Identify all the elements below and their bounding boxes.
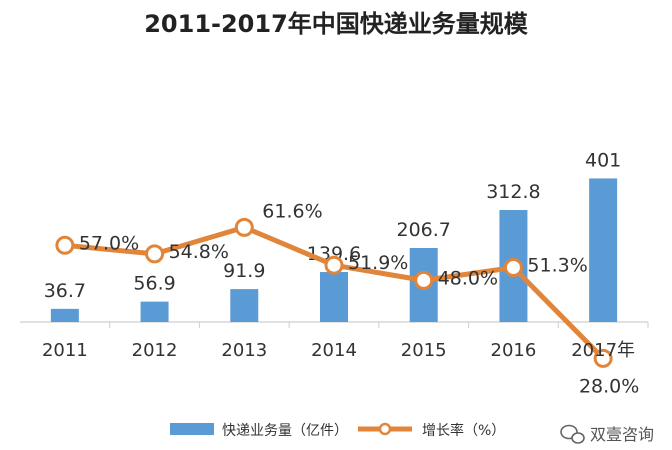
line-series <box>55 217 613 368</box>
x-tick-label: 2011 <box>42 340 88 361</box>
line-data-label: 51.9% <box>348 252 408 274</box>
x-tick-label: 2017年 <box>571 340 635 361</box>
legend-bar-label: 快递业务量（亿件） <box>222 423 348 439</box>
line-point <box>324 255 344 275</box>
line-point <box>414 270 434 290</box>
bar-data-label: 401 <box>585 149 621 171</box>
legend-line-label: 增长率（%） <box>422 422 505 439</box>
bar-data-label: 206.7 <box>397 219 451 241</box>
line-data-label: 48.0% <box>438 267 498 289</box>
x-tick-label: 2015 <box>401 340 447 361</box>
bar-data-label: 36.7 <box>44 280 86 302</box>
chart-title: 2011-2017年中国快递业务量规模 <box>144 10 529 38</box>
line-data-label: 61.6% <box>262 200 322 222</box>
bar <box>140 301 169 322</box>
line-point <box>593 348 613 368</box>
bar <box>320 272 348 322</box>
line-point <box>55 235 75 255</box>
x-tick-label: 2014 <box>311 340 357 361</box>
line-point <box>503 258 523 278</box>
x-tick-label: 2012 <box>132 340 178 361</box>
line-data-label: 28.0% <box>579 375 639 397</box>
x-axis-ticks: 2011 2012 2013 2014 2015 2016 2017年 <box>42 322 649 361</box>
line-point <box>145 244 165 264</box>
line-data-label: 51.3% <box>527 255 587 277</box>
wechat-icon <box>560 424 585 444</box>
legend-line-marker <box>378 422 392 436</box>
bar <box>50 308 79 322</box>
watermark: 双壹咨询 <box>560 424 654 444</box>
bar <box>589 178 618 322</box>
bar-data-label: 312.8 <box>486 181 540 203</box>
bar <box>230 289 259 322</box>
legend-bar-swatch <box>170 423 214 435</box>
bar-data-label: 91.9 <box>223 260 265 282</box>
bar-data-label: 56.9 <box>133 273 175 295</box>
line-point <box>234 217 254 237</box>
watermark-text: 双壹咨询 <box>590 425 654 444</box>
line-data-label: 57.0% <box>79 232 139 254</box>
x-tick-label: 2016 <box>491 340 537 361</box>
legend: 快递业务量（亿件） 增长率（%） <box>170 422 505 439</box>
line-data-labels: 57.0% 54.8% 61.6% 51.9% 48.0% 51.3% 28.0% <box>79 200 639 397</box>
line-data-label: 54.8% <box>169 241 229 263</box>
x-tick-label: 2013 <box>221 340 267 361</box>
